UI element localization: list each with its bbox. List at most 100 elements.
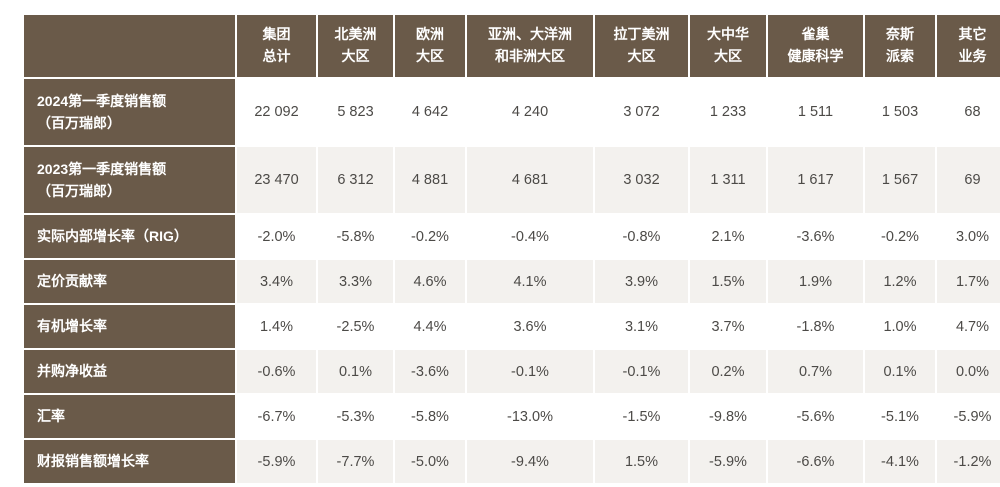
row-label: 定价贡献率: [24, 260, 235, 303]
table-cell: 1 617: [768, 147, 863, 213]
column-header-europe: 欧洲 大区: [395, 15, 465, 77]
table-cell: 23 470: [237, 147, 316, 213]
column-header-other: 其它 业务: [937, 15, 1000, 77]
quarterly-sales-table: 集团 总计 北美洲 大区 欧洲 大区 亚洲、大洋洲 和非洲大区 拉丁美洲 大区 …: [22, 13, 1000, 485]
corner-cell: [24, 15, 235, 77]
table-cell: -0.8%: [595, 215, 688, 258]
table-cell: 0.7%: [768, 350, 863, 393]
table-cell: 4.6%: [395, 260, 465, 303]
table-row-ma-net: 并购净收益 -0.6% 0.1% -3.6% -0.1% -0.1% 0.2% …: [24, 350, 1000, 393]
table-cell: -0.2%: [865, 215, 935, 258]
table-cell: 1 233: [690, 79, 766, 145]
table-cell: -1.8%: [768, 305, 863, 348]
table-cell: -9.8%: [690, 395, 766, 438]
table-cell: 2.1%: [690, 215, 766, 258]
row-label: 财报销售额增长率: [24, 440, 235, 483]
table-cell: 0.1%: [865, 350, 935, 393]
table-cell: -5.1%: [865, 395, 935, 438]
table-cell: 4 681: [467, 147, 593, 213]
row-label: 2024第一季度销售额 （百万瑞郎）: [24, 79, 235, 145]
table-cell: -0.4%: [467, 215, 593, 258]
row-label: 并购净收益: [24, 350, 235, 393]
row-label: 有机增长率: [24, 305, 235, 348]
table-cell: -3.6%: [768, 215, 863, 258]
column-header-north-america: 北美洲 大区: [318, 15, 393, 77]
table-cell: 1.5%: [690, 260, 766, 303]
table-cell: -5.9%: [937, 395, 1000, 438]
table-cell: 1.7%: [937, 260, 1000, 303]
table-cell: 22 092: [237, 79, 316, 145]
row-label: 2023第一季度销售额 （百万瑞郎）: [24, 147, 235, 213]
table-row-reported-growth: 财报销售额增长率 -5.9% -7.7% -5.0% -9.4% 1.5% -5…: [24, 440, 1000, 483]
table-cell: -1.5%: [595, 395, 688, 438]
table-cell: -5.3%: [318, 395, 393, 438]
table-cell: -0.2%: [395, 215, 465, 258]
column-header-group-total: 集团 总计: [237, 15, 316, 77]
table-cell: 1 311: [690, 147, 766, 213]
row-label: 实际内部增长率（RIG）: [24, 215, 235, 258]
table-cell: -5.8%: [318, 215, 393, 258]
table-cell: 69: [937, 147, 1000, 213]
table-cell: 1.4%: [237, 305, 316, 348]
table-cell: 4.4%: [395, 305, 465, 348]
table-cell: 3.9%: [595, 260, 688, 303]
table-cell: 1 503: [865, 79, 935, 145]
table-cell: 1.2%: [865, 260, 935, 303]
table-cell: 4 881: [395, 147, 465, 213]
table-row-sales-2023: 2023第一季度销售额 （百万瑞郎） 23 470 6 312 4 881 4 …: [24, 147, 1000, 213]
table-cell: 0.1%: [318, 350, 393, 393]
table-cell: -7.7%: [318, 440, 393, 483]
table-cell: -6.7%: [237, 395, 316, 438]
table-cell: -5.8%: [395, 395, 465, 438]
column-header-greater-china: 大中华 大区: [690, 15, 766, 77]
table-cell: 3.3%: [318, 260, 393, 303]
column-header-health-science: 雀巢 健康科学: [768, 15, 863, 77]
table-row-sales-2024: 2024第一季度销售额 （百万瑞郎） 22 092 5 823 4 642 4 …: [24, 79, 1000, 145]
table-cell: 1.9%: [768, 260, 863, 303]
table-cell: -5.9%: [690, 440, 766, 483]
table-cell: 3 072: [595, 79, 688, 145]
table-cell: -5.0%: [395, 440, 465, 483]
table-cell: -5.6%: [768, 395, 863, 438]
table-cell: 68: [937, 79, 1000, 145]
table-cell: -4.1%: [865, 440, 935, 483]
table-cell: 3.1%: [595, 305, 688, 348]
table-cell: 3.0%: [937, 215, 1000, 258]
table-cell: 1 567: [865, 147, 935, 213]
table-cell: 5 823: [318, 79, 393, 145]
table-cell: 3 032: [595, 147, 688, 213]
table-cell: 4 642: [395, 79, 465, 145]
table-cell: 1.5%: [595, 440, 688, 483]
table-cell: -2.5%: [318, 305, 393, 348]
table-cell: -5.9%: [237, 440, 316, 483]
table-row-rig: 实际内部增长率（RIG） -2.0% -5.8% -0.2% -0.4% -0.…: [24, 215, 1000, 258]
table-cell: 1 511: [768, 79, 863, 145]
table-cell: 4.1%: [467, 260, 593, 303]
quarterly-sales-table-container: 集团 总计 北美洲 大区 欧洲 大区 亚洲、大洋洲 和非洲大区 拉丁美洲 大区 …: [22, 13, 1000, 485]
table-cell: -1.2%: [937, 440, 1000, 483]
table-cell: 6 312: [318, 147, 393, 213]
table-cell: -3.6%: [395, 350, 465, 393]
row-label: 汇率: [24, 395, 235, 438]
table-cell: 3.4%: [237, 260, 316, 303]
column-header-latin-america: 拉丁美洲 大区: [595, 15, 688, 77]
table-cell: -0.6%: [237, 350, 316, 393]
table-cell: 4 240: [467, 79, 593, 145]
table-row-organic-growth: 有机增长率 1.4% -2.5% 4.4% 3.6% 3.1% 3.7% -1.…: [24, 305, 1000, 348]
table-cell: 4.7%: [937, 305, 1000, 348]
table-row-fx: 汇率 -6.7% -5.3% -5.8% -13.0% -1.5% -9.8% …: [24, 395, 1000, 438]
table-cell: -6.6%: [768, 440, 863, 483]
table-cell: 0.0%: [937, 350, 1000, 393]
column-header-aoa: 亚洲、大洋洲 和非洲大区: [467, 15, 593, 77]
table-cell: 1.0%: [865, 305, 935, 348]
table-cell: -0.1%: [595, 350, 688, 393]
table-row-pricing: 定价贡献率 3.4% 3.3% 4.6% 4.1% 3.9% 1.5% 1.9%…: [24, 260, 1000, 303]
table-cell: -2.0%: [237, 215, 316, 258]
table-cell: -13.0%: [467, 395, 593, 438]
table-cell: -0.1%: [467, 350, 593, 393]
table-cell: 3.7%: [690, 305, 766, 348]
column-header-nespresso: 奈斯 派索: [865, 15, 935, 77]
table-cell: 3.6%: [467, 305, 593, 348]
table-cell: -9.4%: [467, 440, 593, 483]
table-cell: 0.2%: [690, 350, 766, 393]
